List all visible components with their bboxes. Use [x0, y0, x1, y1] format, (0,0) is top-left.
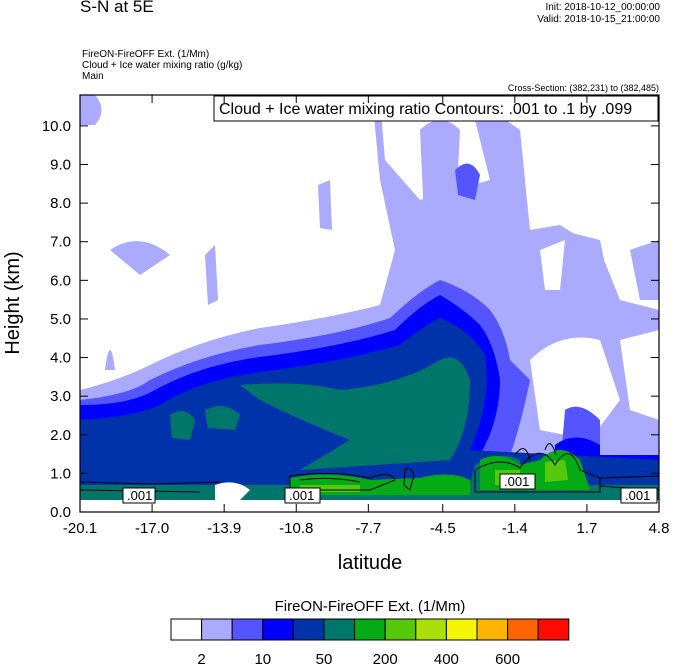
colorbar-swatch [507, 618, 539, 641]
y-tick-label: 9.0 [50, 157, 71, 174]
contour-line [299, 477, 361, 483]
fill-region [530, 337, 620, 440]
y-axis-label: Height (km) [2, 251, 24, 354]
colorbar-swatch [201, 618, 233, 641]
x-tick-label: -1.4 [502, 520, 528, 537]
y-tick-label: 5.0 [50, 311, 71, 328]
colorbar-swatch [537, 618, 570, 641]
x-tick-label: -7.7 [355, 520, 381, 537]
contour-info: Cloud + Ice water mixing ratio Contours:… [219, 101, 632, 118]
colorbar-label: 2 [197, 651, 205, 668]
y-tick-label: 7.0 [50, 234, 71, 251]
y-tick-label: 4.0 [50, 350, 71, 367]
field [80, 95, 659, 512]
colorbar-swatch [476, 618, 509, 641]
fill-region [205, 245, 218, 305]
fill-region [630, 240, 659, 300]
contour-line [80, 481, 221, 485]
colorbar-label: 50 [316, 651, 333, 668]
x-axis: -20.1 -17.0 -13.9 -10.8 -7.7 -4.5 -1.4 1.7 4.8 [63, 95, 670, 537]
contour-label: .001 [625, 488, 650, 503]
x-tick-label: 1.7 [576, 520, 597, 537]
colorbar-label: 600 [495, 651, 520, 668]
y-tick-label: 3.0 [50, 388, 71, 405]
colorbar-swatch [292, 618, 325, 641]
colorbar-swatch [384, 618, 417, 641]
fill-region [110, 241, 170, 275]
x-tick-label: -17.0 [135, 520, 169, 537]
colorbar-swatch [262, 618, 294, 641]
x-tick-label: 4.8 [649, 520, 670, 537]
x-tick-label: -20.1 [63, 520, 97, 537]
colorbar-title: FireON-FireOFF Ext. (1/Mm) [275, 598, 466, 615]
colorbar-swatch [445, 618, 478, 641]
y-tick-label: 2.0 [50, 427, 71, 444]
x-tick-label: -4.5 [430, 520, 456, 537]
contour-line [599, 475, 659, 479]
contour-line [403, 467, 415, 491]
contour-line [514, 448, 531, 461]
fill-region [560, 230, 610, 320]
fill-region [545, 460, 568, 482]
colorbar-label: 400 [434, 651, 459, 668]
colorbar-label: 10 [254, 651, 271, 668]
fill-region [540, 240, 565, 290]
fill-region [205, 406, 240, 430]
x-axis-label: latitude [338, 552, 403, 574]
colorbar-swatch [354, 618, 386, 641]
fill-region [420, 120, 460, 240]
colorbar-swatch [323, 618, 356, 641]
y-axis: 0.0 1.0 2.0 3.0 4.0 5.0 6.0 7.0 8.0 9.0 10.0 [42, 118, 659, 521]
contour-line [544, 443, 557, 456]
init-time: Init: 2018-10-12_00:00:00 [545, 2, 660, 13]
contour-label-box [620, 487, 658, 504]
colorbar-label: 200 [373, 651, 398, 668]
cross-section-label: Cross-Section: (382,231) to (382,485) [507, 83, 659, 93]
contour-label: .001 [289, 488, 314, 503]
y-tick-label: 8.0 [50, 195, 71, 212]
plot-frame [79, 94, 660, 513]
contour-label-box [499, 473, 536, 490]
chart-title: S-N at 5E [80, 0, 154, 16]
colorbar-swatch [415, 618, 447, 641]
contour-line [474, 452, 601, 493]
colorbar: 2 10 50 200 400 600 [170, 618, 570, 668]
colorbar-swatch [170, 618, 203, 641]
fill-region [318, 180, 332, 230]
x-tick-label: -13.9 [207, 520, 241, 537]
contour-label-box [122, 487, 156, 504]
fill-region [620, 330, 659, 420]
fill-region [240, 357, 470, 470]
contour-labels: .001 .001 .001 .001 [122, 473, 658, 504]
y-tick-label: 0.0 [50, 504, 71, 521]
y-tick-label: 6.0 [50, 272, 71, 289]
fill-region [215, 482, 250, 500]
x-tick-label: -10.8 [279, 520, 313, 537]
y-tick-label: 10.0 [42, 118, 71, 135]
fill-region [170, 411, 195, 440]
fill-region [105, 350, 115, 370]
contour-line [289, 472, 396, 491]
subtitle-1: FireON-FireOFF Ext. (1/Mm) [82, 49, 210, 60]
colorbar-swatch [231, 618, 264, 641]
contour-info-box [213, 95, 659, 122]
fill-region [80, 500, 659, 512]
contour-label: .001 [504, 474, 529, 489]
fill-region [455, 163, 480, 200]
contour-label: .001 [127, 488, 152, 503]
fill-region [80, 95, 102, 125]
subtitle-2: Cloud + Ice water mixing ratio (g/kg) [82, 60, 243, 71]
y-tick-label: 1.0 [50, 465, 71, 482]
contour-label-box [284, 487, 321, 504]
subtitle-3: Main [82, 71, 104, 82]
valid-time: Valid: 2018-10-15_21:00:00 [537, 14, 660, 25]
